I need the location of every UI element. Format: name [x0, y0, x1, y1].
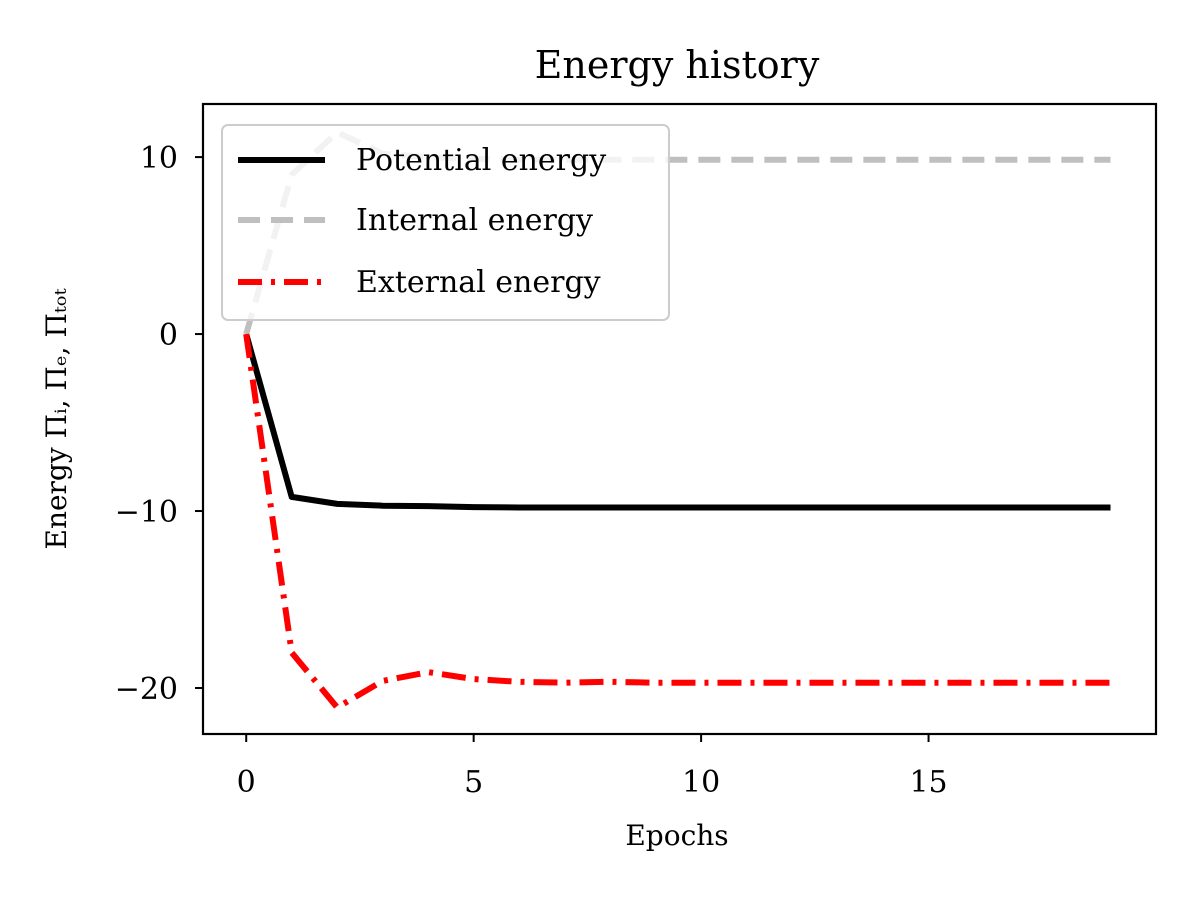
legend-frame — [221, 124, 670, 321]
y-tick-label: −10 — [115, 495, 178, 530]
y-axis-label: Energy Πᵢ, Πₑ, Πₜₒₜ — [40, 288, 73, 549]
x-axis-label: Epochs — [625, 819, 728, 852]
y-tick-label: 0 — [159, 318, 178, 353]
x-axis: 0 5 10 15 — [237, 734, 948, 800]
plot-frame — [201, 102, 1158, 736]
legend: Potential energy Internal energy External … — [221, 124, 670, 321]
legend-label-external-energy: External energy — [356, 265, 601, 300]
x-tick-label: 10 — [682, 765, 720, 800]
legend-label-potential-energy: Potential energy — [356, 143, 606, 178]
x-tick-label: 0 — [237, 765, 256, 800]
legend-label-internal-energy: Internal energy — [356, 203, 593, 238]
legend-items: Potential energy Internal energy External … — [238, 143, 606, 300]
external-energy-line — [243, 333, 1111, 711]
chart-title: Energy history — [535, 43, 820, 87]
y-axis: −20 −10 0 10 — [115, 141, 203, 707]
y-tick-label: 10 — [140, 141, 178, 176]
y-axis-label-group: Energy Πᵢ, Πₑ, Πₜₒₜ — [40, 288, 73, 549]
x-tick-label: 5 — [464, 765, 483, 800]
potential-energy-line — [243, 333, 1111, 511]
y-tick-label: −20 — [115, 672, 178, 707]
x-tick-label: 15 — [909, 765, 947, 800]
